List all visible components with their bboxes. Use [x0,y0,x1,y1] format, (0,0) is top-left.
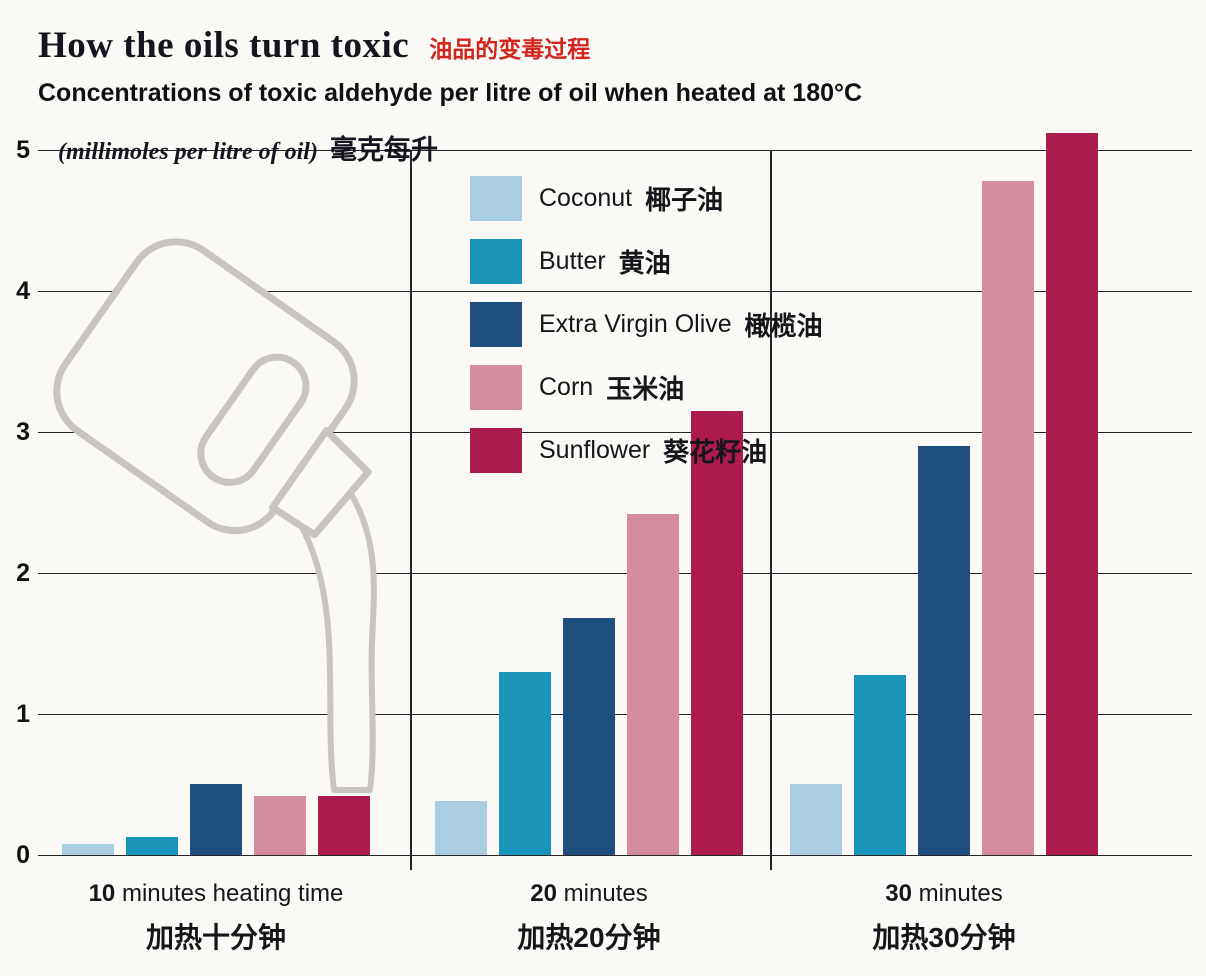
x-axis-label-chinese-20min: 加热20分钟 [517,922,661,953]
bottle-neck-icon [268,427,372,539]
y-tick-label-4: 4 [16,277,30,305]
page-title: How the oils turn toxic [38,25,410,66]
bar-sunflower-10min [318,796,370,855]
y-tick-label-2: 2 [16,559,30,587]
coconut-swatch-icon [470,176,522,221]
x-axis-label-chinese-10min: 加热十分钟 [145,922,286,953]
x-axis-label-10min: 10 minutes heating time [88,880,344,907]
bar-coconut-10min [62,844,114,855]
legend-item-corn: Corn 玉米油 [470,365,823,410]
gridline-y0 [38,855,1192,856]
sunflower-swatch-icon [470,428,522,473]
x-axis-label-20min: 20 minutes [530,880,648,907]
x-axis-label-30min: 30 minutes [885,880,1003,907]
legend-item-butter: Butter 黄油 [470,239,823,284]
gridline-y5 [38,150,1192,151]
legend-label-chinese: 橄榄油 [744,311,823,341]
gridline-y3 [38,432,1192,433]
legend-label: Butter [539,247,606,275]
legend-label: Sunflower [539,436,651,464]
gridline-y1 [38,714,1192,715]
y-tick-label-5: 5 [16,136,30,164]
olive-swatch-icon [470,302,522,347]
bottle-handle-icon [197,353,310,486]
bar-corn-20min [627,514,679,855]
butter-swatch-icon [470,239,522,284]
oil-stream-icon [293,489,377,793]
bar-extra-virgin-olive-30min [918,446,970,855]
page-title-chinese: 油品的变毒过程 [429,36,591,62]
legend: Coconut 椰子油 Butter 黄油 Extra Virgin Olive… [470,176,823,491]
legend-item-olive: Extra Virgin Olive 橄榄油 [470,302,823,347]
y-axis-unit-note: (millimoles per litre of oil) 毫克每升 [58,128,438,167]
legend-item-sunflower: Sunflower 葵花籽油 [470,428,823,473]
y-tick-label-0: 0 [16,841,30,869]
bar-butter-20min [499,672,551,855]
chart-subtitle: Concentrations of toxic aldehyde per lit… [38,79,863,107]
bar-extra-virgin-olive-10min [190,784,242,855]
bar-extra-virgin-olive-20min [563,618,615,855]
y-axis-unit-english: (millimoles per litre of oil) [58,139,318,165]
gridline-y4 [38,291,1192,292]
bar-butter-30min [854,675,906,855]
gridline-y2 [38,573,1192,574]
group-separator-1 [410,150,412,870]
group-separator-2 [770,150,772,870]
bar-sunflower-20min [691,411,743,855]
oil-bottle-pouring-illustration [53,238,377,793]
bar-coconut-20min [435,801,487,855]
header: How the oils turn toxic 油品的变毒过程 [38,24,590,67]
legend-label: Corn [539,373,594,401]
legend-label-chinese: 葵花籽油 [663,437,768,467]
legend-label: Coconut [539,184,633,212]
legend-label-chinese: 玉米油 [606,374,685,404]
bar-corn-10min [254,796,306,855]
legend-item-coconut: Coconut 椰子油 [470,176,823,221]
legend-label-chinese: 黄油 [618,248,671,278]
y-tick-label-3: 3 [16,418,30,446]
corn-swatch-icon [470,365,522,410]
legend-label: Extra Virgin Olive [539,310,732,338]
bar-corn-30min [982,181,1034,855]
legend-label-chinese: 椰子油 [645,185,724,215]
bar-sunflower-30min [1046,133,1098,855]
bar-coconut-30min [790,784,842,855]
y-axis-unit-chinese: 毫克每升 [329,135,438,165]
y-tick-label-1: 1 [16,700,30,728]
bar-butter-10min [126,837,178,855]
x-axis-label-chinese-30min: 加热30分钟 [872,922,1016,953]
